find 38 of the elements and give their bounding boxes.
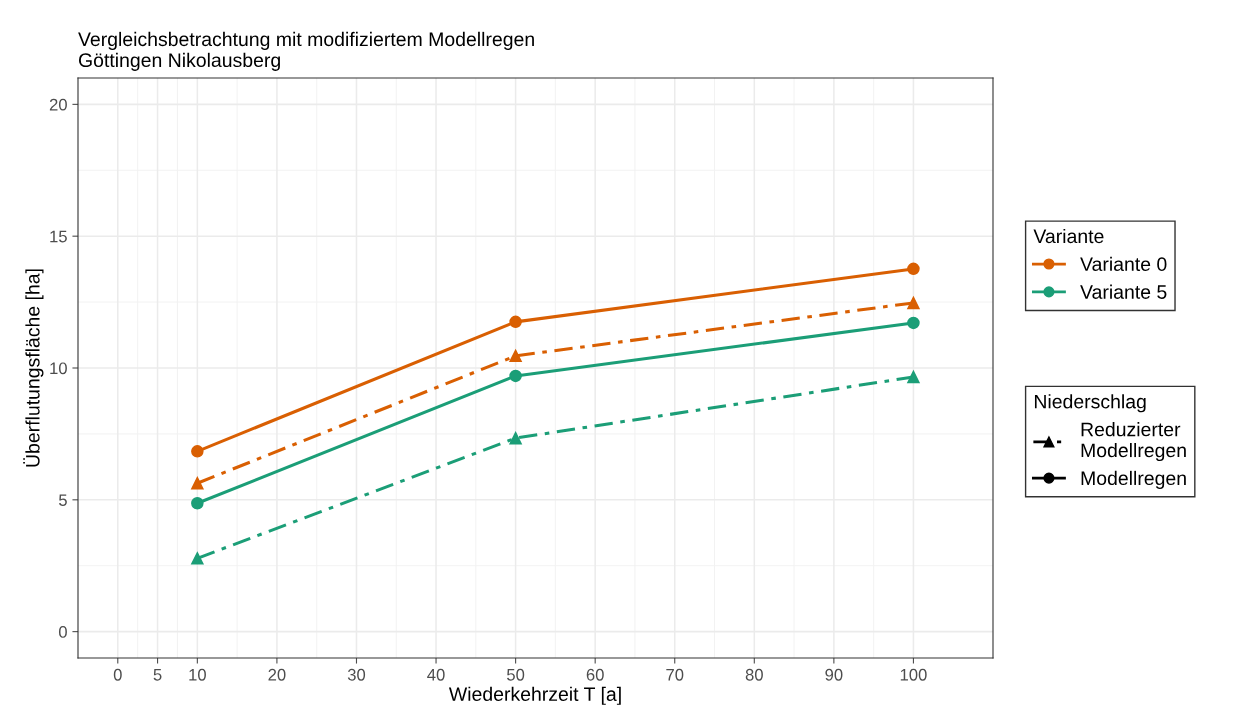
- x-tick-label: 60: [586, 668, 604, 681]
- point: [191, 445, 204, 458]
- x-tick-label: 70: [666, 668, 684, 681]
- y-axis-title: Überflutungsfläche [ha]: [23, 269, 44, 467]
- x-axis-title: Wiederkehrzeit T [a]: [448, 686, 621, 705]
- point: [191, 552, 204, 565]
- x-tick-label: 50: [507, 668, 525, 681]
- y-tick-label: 0: [58, 626, 67, 638]
- point: [509, 369, 522, 383]
- point: [907, 296, 920, 310]
- x-tick-label: 30: [347, 668, 366, 681]
- x-tick-label: 80: [745, 668, 763, 681]
- y-tick-label: 5: [58, 494, 67, 507]
- text: Niederschlag: [1034, 394, 1146, 413]
- point: [907, 316, 920, 330]
- chart-title: Vergleichsbetrachtung mit modifiziertem Modellregen Göttingen Nikolausberg: [78, 31, 534, 71]
- point: [191, 476, 204, 490]
- legend-label: Variante 5: [1080, 284, 1167, 299]
- point: [509, 431, 522, 445]
- point: [509, 349, 522, 363]
- x-tick-label: 0: [113, 668, 122, 681]
- text: Variante: [1033, 228, 1104, 244]
- point: [907, 262, 920, 276]
- x-tick-label: 10: [189, 668, 206, 681]
- text: Modellregen: [1081, 470, 1186, 489]
- x-tick-label: 20: [268, 668, 286, 681]
- x-tick-label: 90: [825, 668, 843, 681]
- text: Reduzierter Modellregen: [1081, 422, 1186, 462]
- point: [509, 315, 522, 329]
- x-tick-label: 100: [900, 668, 927, 681]
- x-tick-label: 5: [153, 669, 162, 681]
- y-tick-label: 10: [50, 362, 67, 375]
- x-tick-label: 40: [427, 668, 445, 681]
- y-tick-label: 15: [50, 230, 67, 243]
- point: [191, 496, 204, 510]
- y-tick-label: 20: [49, 98, 67, 111]
- point: [907, 370, 920, 384]
- legend-label: Variante 0: [1080, 256, 1167, 272]
